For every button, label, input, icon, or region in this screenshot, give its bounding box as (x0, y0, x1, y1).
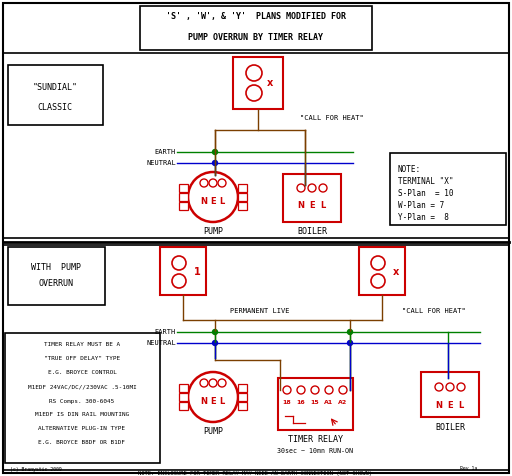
Text: TIMER RELAY: TIMER RELAY (288, 436, 343, 445)
Bar (238, 393, 247, 401)
Text: PERMANENT LIVE: PERMANENT LIVE (230, 308, 290, 314)
Circle shape (212, 340, 218, 346)
Circle shape (348, 329, 352, 335)
Text: 18: 18 (283, 399, 291, 405)
Text: M1EDF 24VAC/DC//230VAC .5-10MI: M1EDF 24VAC/DC//230VAC .5-10MI (28, 385, 136, 389)
Text: E: E (210, 197, 216, 206)
Text: A1: A1 (325, 399, 334, 405)
Text: "SUNDIAL": "SUNDIAL" (32, 83, 77, 92)
Text: NEUTRAL: NEUTRAL (146, 160, 176, 166)
Text: BOILER: BOILER (435, 423, 465, 432)
Text: 1: 1 (194, 267, 200, 277)
Text: L: L (458, 400, 464, 409)
Text: 'S' , 'W', & 'Y'  PLANS MODIFIED FOR: 'S' , 'W', & 'Y' PLANS MODIFIED FOR (166, 12, 346, 21)
Text: W-Plan = 7: W-Plan = 7 (398, 201, 444, 210)
Text: EARTH: EARTH (155, 329, 176, 335)
Bar (8, 65, 103, 125)
Text: L: L (219, 397, 225, 406)
Bar (179, 384, 188, 392)
Text: L: L (321, 201, 326, 210)
Text: N: N (201, 197, 207, 206)
Text: A2: A2 (338, 399, 348, 405)
Text: PUMP: PUMP (203, 227, 223, 236)
Text: N: N (201, 397, 207, 406)
Text: BOILER: BOILER (297, 228, 327, 237)
Text: x: x (393, 267, 399, 277)
Text: 16: 16 (296, 399, 305, 405)
Text: N: N (436, 400, 442, 409)
Bar (3, 53, 509, 238)
Circle shape (212, 149, 218, 155)
Text: WITH  PUMP: WITH PUMP (31, 262, 81, 271)
Bar (179, 202, 188, 210)
Bar (160, 247, 206, 295)
Bar (179, 393, 188, 401)
Text: S-Plan  = 10: S-Plan = 10 (398, 189, 454, 198)
Text: NEUTRAL: NEUTRAL (146, 340, 176, 346)
Text: CLASSIC: CLASSIC (37, 102, 73, 111)
Bar (3, 245, 509, 470)
Text: NOTE: ENCLOSURE FOR TIMER RELAY MAY NEED AN EARTH CONNECTION (NOT SHOWN): NOTE: ENCLOSURE FOR TIMER RELAY MAY NEED… (138, 472, 372, 476)
Bar (8, 247, 105, 305)
Bar (179, 184, 188, 192)
Bar (140, 6, 372, 50)
Text: RS Comps. 300-6045: RS Comps. 300-6045 (49, 398, 115, 404)
Text: E: E (447, 400, 453, 409)
Bar (278, 378, 353, 430)
Bar (238, 193, 247, 201)
Bar (390, 153, 506, 225)
Bar (179, 193, 188, 201)
Text: E.G. BROYCE B8DF OR B1DF: E.G. BROYCE B8DF OR B1DF (38, 440, 125, 446)
Bar (283, 174, 341, 222)
Text: "CALL FOR HEAT": "CALL FOR HEAT" (300, 115, 364, 121)
Bar (238, 402, 247, 410)
Text: E: E (309, 201, 315, 210)
Text: Y-Plan =  8: Y-Plan = 8 (398, 214, 449, 222)
Text: NOTE:: NOTE: (398, 166, 421, 175)
Text: L: L (219, 197, 225, 206)
Bar (238, 202, 247, 210)
Text: x: x (267, 78, 273, 88)
Text: E.G. BROYCE CONTROL: E.G. BROYCE CONTROL (48, 370, 116, 376)
Bar (421, 372, 479, 417)
Text: N: N (297, 201, 305, 210)
Text: M1EDF IS DIN RAIL MOUNTING: M1EDF IS DIN RAIL MOUNTING (35, 413, 129, 417)
Circle shape (212, 160, 218, 166)
Text: Rev 1a: Rev 1a (460, 466, 477, 472)
Text: OVERRUN: OVERRUN (38, 278, 74, 288)
Text: E: E (210, 397, 216, 406)
Bar (359, 247, 405, 295)
Text: 15: 15 (311, 399, 319, 405)
Text: "CALL FOR HEAT": "CALL FOR HEAT" (402, 308, 466, 314)
Bar (238, 384, 247, 392)
Bar (233, 57, 283, 109)
Bar (5, 333, 160, 463)
Text: EARTH: EARTH (155, 149, 176, 155)
Circle shape (348, 340, 352, 346)
Text: (c) Branystic 2009: (c) Branystic 2009 (10, 466, 62, 472)
Text: PUMP: PUMP (203, 427, 223, 436)
Text: "TRUE OFF DELAY" TYPE: "TRUE OFF DELAY" TYPE (44, 357, 120, 361)
Bar (238, 184, 247, 192)
Text: TERMINAL "X": TERMINAL "X" (398, 178, 454, 187)
Text: TIMER RELAY MUST BE A: TIMER RELAY MUST BE A (44, 343, 120, 347)
Text: PUMP OVERRUN BY TIMER RELAY: PUMP OVERRUN BY TIMER RELAY (188, 32, 324, 41)
Text: ALTERNATIVE PLUG-IN TYPE: ALTERNATIVE PLUG-IN TYPE (38, 426, 125, 432)
Circle shape (212, 329, 218, 335)
Text: 30sec ~ 10mn RUN-ON: 30sec ~ 10mn RUN-ON (277, 448, 353, 454)
Bar (179, 402, 188, 410)
